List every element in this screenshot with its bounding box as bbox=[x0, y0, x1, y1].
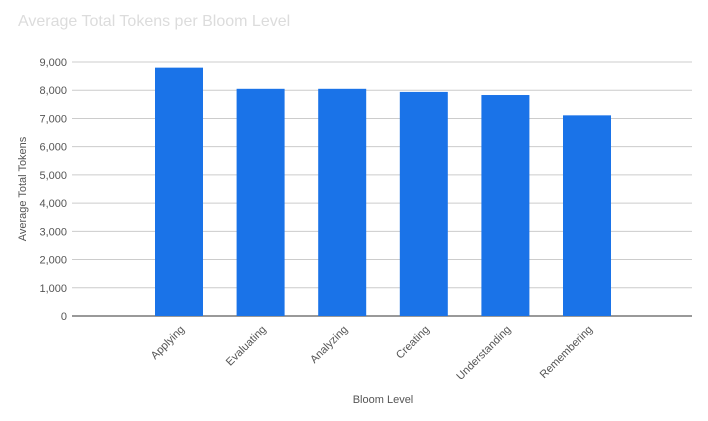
y-tick-label: 3,000 bbox=[39, 226, 67, 238]
x-axis-title: Bloom Level bbox=[353, 394, 414, 406]
bar-remembering bbox=[563, 115, 611, 316]
x-tick-label: Creating bbox=[394, 324, 432, 362]
bar-understanding bbox=[481, 95, 530, 317]
x-tick-label: Evaluating bbox=[224, 324, 269, 369]
y-tick-label: 9,000 bbox=[39, 57, 67, 69]
x-tick-label: Understanding bbox=[454, 324, 513, 383]
bar-evaluating bbox=[236, 88, 285, 316]
bar-applying bbox=[155, 67, 203, 317]
bar-creating bbox=[399, 91, 448, 316]
bars bbox=[155, 67, 611, 317]
y-tick-label: 1,000 bbox=[39, 283, 67, 295]
y-tick-label: 7,000 bbox=[39, 113, 67, 125]
y-axis-tick-labels: 0 1,000 2,000 3,000 4,000 5,000 6,000 7,000 8,00… bbox=[39, 57, 67, 323]
y-tick-label: 6,000 bbox=[39, 142, 67, 154]
x-axis-tick-labels: Applying Evaluating Analyzing Creating Under… bbox=[149, 324, 595, 383]
y-tick-label: 5,000 bbox=[39, 170, 67, 182]
y-axis-title: Average Total Tokens bbox=[17, 136, 29, 241]
x-tick-label: Remembering bbox=[538, 324, 595, 381]
x-tick-label: Applying bbox=[149, 324, 187, 362]
y-tick-label: 2,000 bbox=[39, 255, 67, 267]
y-tick-label: 4,000 bbox=[39, 198, 67, 210]
y-tick-label: 0 bbox=[61, 311, 67, 323]
bar-analyzing bbox=[318, 88, 367, 316]
x-tick-label: Analyzing bbox=[308, 324, 350, 366]
y-tick-label: 8,000 bbox=[39, 85, 67, 97]
chart-title: Average Total Tokens per Bloom Level bbox=[18, 13, 291, 30]
